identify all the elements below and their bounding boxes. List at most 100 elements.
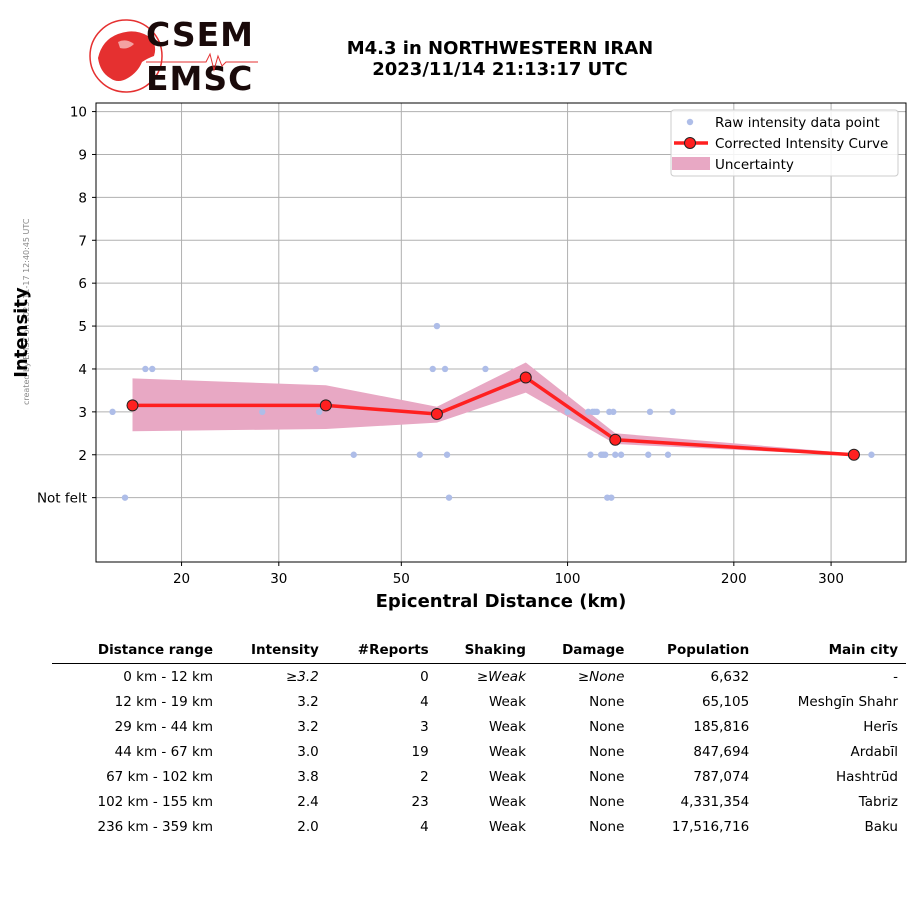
y-tick-label: 9: [78, 147, 87, 163]
raw-data-point: [416, 451, 423, 458]
title-datetime: 2023/11/14 21:13:17 UTC: [372, 59, 628, 80]
raw-data-point: [664, 451, 672, 458]
table-row: 29 km - 44 km 3.2 3 Weak None 185,816 Herīs: [52, 714, 906, 739]
table-cell: Weak: [488, 768, 526, 785]
table-cell: None: [589, 793, 625, 810]
table-cell: 4: [420, 818, 429, 835]
table-cell: ≥None: [577, 668, 625, 685]
table-cell: 185,816: [693, 718, 750, 735]
table-cell: 0 km - 12 km: [123, 668, 214, 685]
table-header-cell: Damage: [533, 640, 633, 664]
y-tick-label: 7: [78, 233, 87, 249]
table-cell: None: [589, 743, 625, 760]
title-event: M4.3 in NORTHWESTERN IRAN: [346, 38, 654, 59]
table-cell: 23: [411, 793, 429, 810]
raw-data-point: [602, 451, 609, 458]
table-cell: 0: [420, 668, 429, 685]
raw-data-point: [612, 451, 619, 458]
table-cell: 2: [420, 768, 429, 785]
y-tick-label: Not felt: [37, 491, 87, 507]
table-cell: Hashtrūd: [836, 768, 898, 785]
table-cell: Meshgīn Shahr: [797, 693, 898, 710]
table-cell: 787,074: [693, 768, 750, 785]
curve-marker: [126, 399, 139, 412]
table-cell: Weak: [488, 743, 526, 760]
table-cell: None: [589, 718, 625, 735]
table-cell: 236 km - 359 km: [97, 818, 214, 835]
table-header-row: Distance range Intensity #Reports Shaking Da…: [52, 640, 906, 664]
legend-uncertainty-swatch: [672, 157, 710, 170]
legend-entry-label: Corrected Intensity Curve: [715, 136, 888, 152]
raw-data-point: [259, 408, 266, 416]
table-cell: None: [589, 768, 625, 785]
table-cell: Tabriz: [858, 793, 898, 810]
table-cell: Baku: [864, 818, 899, 835]
raw-data-point: [429, 365, 436, 373]
legend-curve-marker: [684, 137, 696, 149]
table-cell: 2.0: [297, 818, 319, 835]
table-cell: Weak: [488, 718, 526, 735]
table-cell: 3.2: [297, 718, 319, 735]
raw-data-point: [608, 494, 615, 501]
y-tick-label: 8: [78, 190, 87, 206]
table-cell: 3.8: [297, 768, 319, 785]
y-tick-label: 10: [70, 105, 87, 121]
table-cell: ≥Weak: [476, 668, 526, 685]
raw-data-point: [587, 451, 594, 458]
seismogram-line: [146, 52, 258, 72]
x-tick-label: 20: [173, 571, 190, 587]
raw-data-point: [433, 322, 441, 330]
table-header-cell: Distance range: [52, 640, 222, 664]
raw-data-point: [350, 451, 357, 458]
curve-marker: [847, 448, 860, 461]
legend-entry-label: Uncertainty: [715, 157, 794, 173]
raw-data-point: [669, 408, 676, 416]
table-cell: Weak: [488, 793, 526, 810]
table-cell: 29 km - 44 km: [114, 718, 214, 735]
table-cell: 12 km - 19 km: [114, 693, 214, 710]
table-cell: Weak: [488, 818, 526, 835]
raw-data-point: [564, 408, 571, 416]
raw-data-point: [121, 494, 129, 501]
logo-text-csem: CSEM: [146, 15, 254, 54]
x-tick-label: 200: [721, 571, 747, 587]
table-header-cell: Shaking: [436, 640, 534, 664]
raw-data-point: [646, 408, 654, 416]
legend-raw-marker: [686, 118, 694, 126]
table-cell: 67 km - 102 km: [106, 768, 214, 785]
table-cell: None: [589, 818, 625, 835]
table-cell: 6,632: [710, 668, 750, 685]
y-tick-label: 6: [78, 276, 87, 292]
table-cell: 4: [420, 693, 429, 710]
table-cell: 2.4: [297, 793, 319, 810]
raw-data-point: [142, 365, 149, 373]
y-tick-label: 3: [78, 405, 87, 421]
y-tick-label: 2: [78, 448, 87, 464]
curve-marker: [609, 433, 622, 446]
uncertainty-band: [132, 362, 854, 456]
table-cell: 3: [420, 718, 429, 735]
y-tick-label: 4: [78, 362, 87, 378]
raw-data-point: [445, 494, 453, 501]
raw-data-point: [610, 408, 617, 416]
table-row: 0 km - 12 km ≥3.2 0 ≥Weak ≥None 6,632 -: [52, 664, 906, 690]
x-tick-label: 50: [393, 571, 410, 587]
table-header-cell: Intensity: [221, 640, 327, 664]
table-header-cell: Main city: [757, 640, 906, 664]
table-cell: None: [589, 693, 625, 710]
table-row: 12 km - 19 km 3.2 4 Weak None 65,105 Meshgīn S…: [52, 689, 906, 714]
x-tick-label: 30: [270, 571, 287, 587]
raw-data-point: [645, 451, 652, 458]
table-cell: -: [893, 668, 898, 685]
corrected-intensity-curve: [132, 375, 855, 457]
table-header-cell: Population: [632, 640, 758, 664]
logo-text-emsc: EMSC: [146, 59, 254, 98]
table-cell: Herīs: [863, 718, 898, 735]
curve-marker: [319, 399, 332, 412]
raw-data-point: [312, 365, 319, 373]
table-row: 67 km - 102 km 3.8 2 Weak None 787,074 Hashtrū…: [52, 764, 906, 789]
table-cell: 102 km - 155 km: [97, 793, 214, 810]
raw-data-point: [868, 451, 875, 458]
table-cell: 19: [411, 743, 429, 760]
table-cell: Ardabīl: [850, 743, 898, 760]
